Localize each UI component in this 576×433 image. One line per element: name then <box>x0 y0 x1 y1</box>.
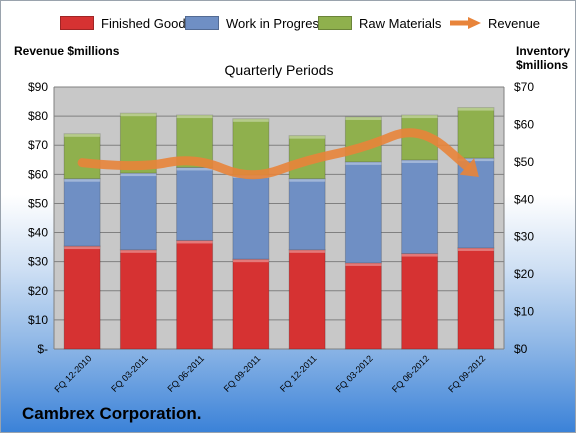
legend-label-raw-materials: Raw Materials <box>359 15 442 31</box>
category-label: FQ 09-2012 <box>446 353 487 394</box>
bar-segment-work-in-progress <box>344 161 382 264</box>
bar-segment-highlight <box>176 167 213 171</box>
bar-segment-finished-goods <box>232 258 270 350</box>
bar-segment-highlight <box>64 133 101 137</box>
bar-segment-highlight <box>345 116 382 120</box>
chart-legend: Finished Goods Work in Progress Raw Mate… <box>0 10 576 36</box>
bar-segment-highlight <box>457 107 494 111</box>
legend-label-revenue: Revenue <box>488 15 541 31</box>
bar-segment-highlight <box>289 249 326 253</box>
bar-segment-highlight <box>64 246 101 250</box>
bar-segment-highlight <box>289 135 326 139</box>
left-tick-label: $80 <box>28 109 48 123</box>
right-tick-label: $40 <box>514 192 534 206</box>
bar-segment-work-in-progress <box>401 159 439 255</box>
right-tick-label: $0 <box>514 342 528 356</box>
left-tick-label: $30 <box>28 255 48 269</box>
left-axis-title: Revenue $millions <box>14 44 120 58</box>
bar-segment-work-in-progress <box>119 172 157 251</box>
category-label: FQ 03-2012 <box>334 353 375 394</box>
legend-raw-materials: Raw Materials <box>318 10 441 36</box>
bar-segment-highlight <box>120 173 157 177</box>
left-tick-label: $20 <box>28 284 48 298</box>
category-label: FQ 03-2011 <box>109 353 150 394</box>
bar-segment-highlight <box>457 247 494 251</box>
left-tick-label: $70 <box>28 138 48 152</box>
legend-arrow-icon <box>450 17 481 29</box>
revenue-line <box>77 128 472 180</box>
legend-revenue: Revenue <box>448 10 540 36</box>
left-tick-label: $50 <box>28 196 48 210</box>
bar-segment-finished-goods <box>344 262 382 350</box>
right-tick-label: $60 <box>514 117 534 131</box>
bar-segment-highlight <box>232 118 269 122</box>
bar-segment-finished-goods <box>401 253 439 350</box>
bar-segment-finished-goods <box>288 249 326 350</box>
bar-segment-raw-materials <box>63 133 101 180</box>
legend-finished-goods: Finished Goods <box>60 10 192 36</box>
category-label: FQ 06-2012 <box>390 353 431 394</box>
category-label: FQ 12-2011 <box>278 353 319 394</box>
right-axis-title: Inventory $millions <box>516 44 571 72</box>
right-tick-label: $50 <box>514 155 534 169</box>
bar-segment-raw-materials <box>457 107 495 159</box>
right-tick-label: $20 <box>514 267 534 281</box>
bar-segment-highlight <box>64 178 101 182</box>
legend-swatch-raw-materials <box>318 16 352 30</box>
bar-segment-work-in-progress <box>232 174 270 260</box>
legend-swatch-finished-goods <box>60 16 94 30</box>
bar-segment-highlight <box>176 240 213 244</box>
bar-segment-highlight <box>120 113 157 117</box>
bar-segment-highlight <box>345 262 382 266</box>
company-name: Cambrex Corporation. <box>22 404 202 423</box>
bar-segment-highlight <box>401 253 438 257</box>
left-tick-label: $- <box>37 342 48 356</box>
legend-label-work-in-progress: Work in Progress <box>226 15 326 31</box>
bar-segment-highlight <box>176 115 213 119</box>
right-tick-label: $30 <box>514 230 534 244</box>
bar-segment-work-in-progress <box>288 178 326 251</box>
left-tick-label: $90 <box>28 80 48 94</box>
bar-segment-finished-goods <box>176 239 214 350</box>
bar-segment-finished-goods <box>63 245 101 350</box>
category-label: FQ 12-2010 <box>53 353 94 394</box>
category-label: FQ 09-2011 <box>222 353 263 394</box>
bar-segment-raw-materials <box>232 118 270 176</box>
bar-segment-work-in-progress <box>176 166 214 241</box>
bar-segment-highlight <box>232 259 269 263</box>
legend-swatch-work-in-progress <box>185 16 219 30</box>
bar-segment-highlight <box>401 115 438 119</box>
bar-segment-finished-goods <box>119 249 157 350</box>
chart-title: Quarterly Periods <box>225 62 334 78</box>
right-tick-label: $10 <box>514 305 534 319</box>
revenue-arrowhead <box>459 158 479 177</box>
bar-segment-highlight <box>457 158 494 162</box>
bar-segment-highlight <box>345 161 382 165</box>
bar-segment-finished-goods <box>457 247 495 350</box>
right-tick-label: $70 <box>514 80 534 94</box>
bar-segment-highlight <box>120 249 157 253</box>
left-tick-label: $40 <box>28 226 48 240</box>
left-tick-label: $10 <box>28 313 48 327</box>
legend-label-finished-goods: Finished Goods <box>101 15 193 31</box>
left-tick-label: $60 <box>28 167 48 181</box>
category-label: FQ 06-2011 <box>165 353 206 394</box>
bar-segment-highlight <box>401 159 438 163</box>
legend-work-in-progress: Work in Progress <box>185 10 325 36</box>
bar-segment-work-in-progress <box>63 178 101 247</box>
bar-segment-highlight <box>289 178 326 182</box>
